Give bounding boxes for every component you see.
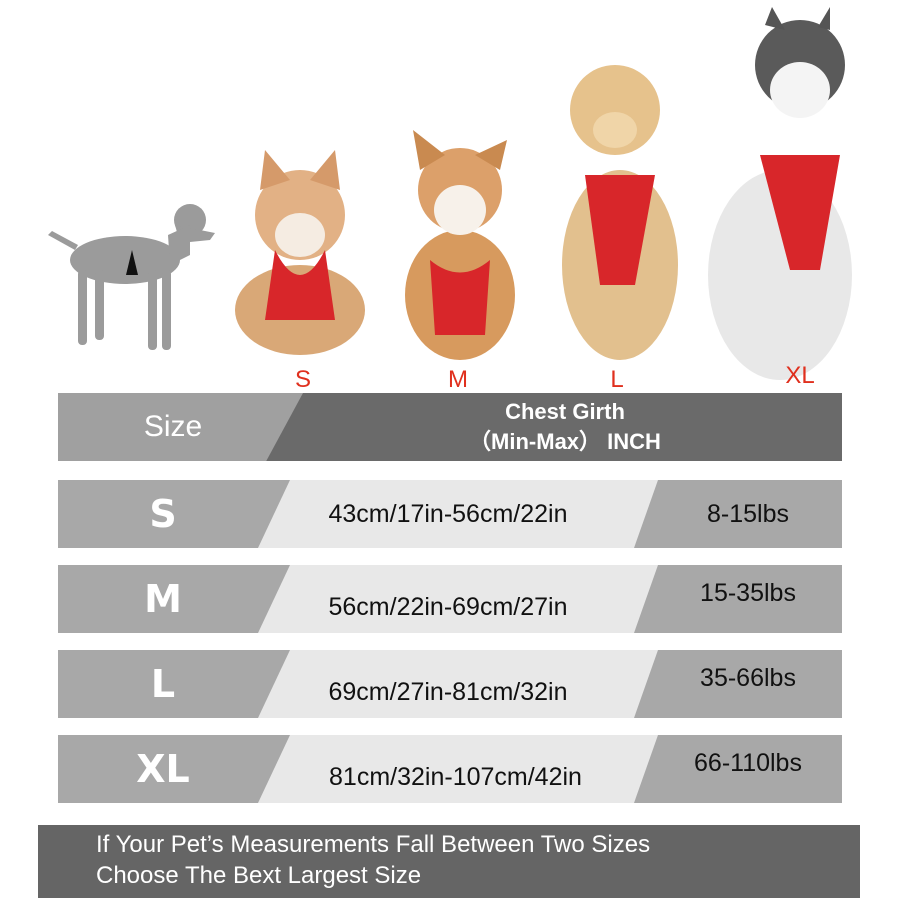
dog-size-label: L (610, 366, 624, 393)
dog-silhouette-icon (48, 204, 215, 350)
dog-size-label: M (448, 366, 468, 393)
range-cell: 56cm/22in-69cm/27in (328, 592, 568, 621)
size-cell: L (150, 662, 176, 706)
header-chest-line1: Chest Girth (505, 399, 625, 424)
dog-photo-l (562, 65, 678, 360)
footer-note: If Your Pet’s Measurements Fall Between … (38, 825, 860, 898)
dog-photo-m (405, 130, 515, 360)
header-chest-line2: （Min-Max） INCH (469, 429, 661, 454)
footer-line2: Choose The Bext Largest Size (96, 862, 422, 889)
footer-line1: If Your Pet’s Measurements Fall Between … (96, 831, 651, 858)
table-row: XL 81cm/32in-107cm/42in 66-110lbs (58, 735, 842, 803)
header-size: Size (143, 410, 203, 443)
range-cell: 43cm/17in-56cm/22in (328, 499, 568, 528)
dog-photo-s (235, 150, 365, 355)
dog-photo-xl (708, 7, 852, 380)
weight-cell: 15-35lbs (700, 578, 796, 607)
size-cell: XL (136, 747, 190, 791)
table-row: M 56cm/22in-69cm/27in 15-35lbs (58, 565, 842, 633)
size-cell: S (149, 492, 177, 536)
table-header: Size Chest Girth （Min-Max） INCH (58, 393, 842, 461)
size-cell: M (144, 577, 182, 621)
dog-size-label: S (294, 366, 312, 393)
range-cell: 69cm/27in-81cm/32in (328, 677, 568, 706)
weight-cell: 35-66lbs (700, 663, 796, 692)
weight-cell: 66-110lbs (694, 748, 802, 777)
header-chest-girth: Chest Girth （Min-Max） INCH (288, 397, 842, 457)
range-cell: 81cm/32in-107cm/42in (329, 762, 582, 791)
weight-cell: 8-15lbs (707, 500, 789, 528)
table-row: S 43cm/17in-56cm/22in 8-15lbs (58, 480, 842, 548)
dog-size-label: XL (785, 362, 815, 389)
table-row: L 69cm/27in-81cm/32in 35-66lbs (58, 650, 842, 718)
